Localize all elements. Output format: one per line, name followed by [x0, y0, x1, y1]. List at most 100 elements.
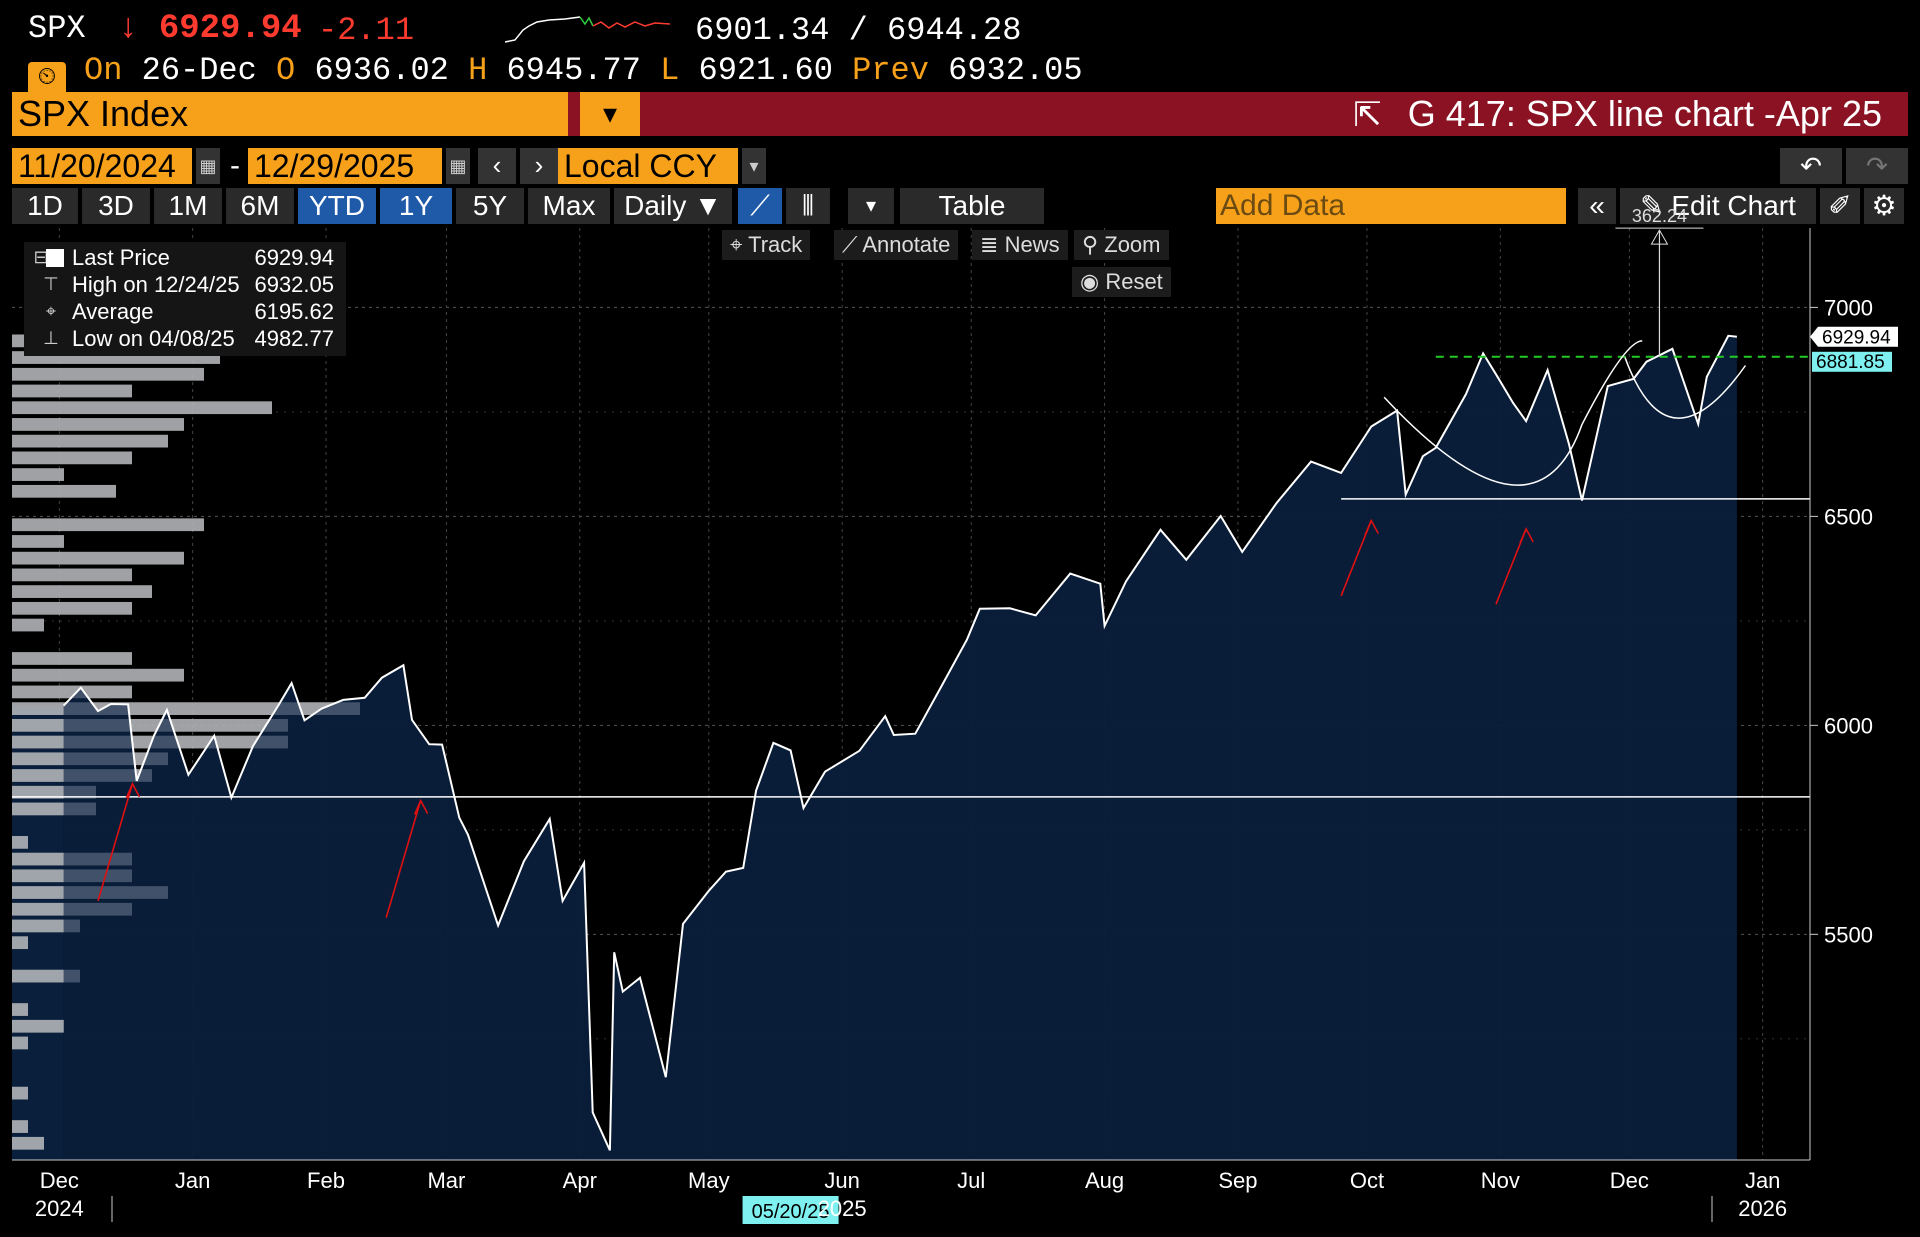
volume-profile-bar-overlay	[12, 869, 132, 883]
ticker-header: SPX ↓ 6929.94 -2.11 6901.34 / 6944.28 ⏲ O…	[0, 0, 1920, 96]
next-period-button[interactable]: ›	[520, 148, 558, 184]
reset-tool[interactable]: ◉ Reset	[1072, 267, 1171, 297]
legend-last-price[interactable]: ⊟ Last Price 6929.94	[24, 244, 346, 271]
volume-profile-bar-overlay	[12, 702, 360, 715]
cursor-date-label: 05/20/25	[752, 1201, 830, 1223]
legend-average: ⌖ Average 6195.62	[24, 298, 346, 325]
chevron-down-icon[interactable]: ▾	[742, 148, 766, 184]
period-6m[interactable]: 6M	[226, 188, 294, 224]
volume-profile-bar-overlay	[12, 618, 44, 632]
calendar-icon[interactable]: ▦	[196, 148, 220, 184]
period-ytd[interactable]: YTD	[298, 188, 376, 224]
volume-profile-bar-overlay	[12, 1086, 28, 1100]
security-menu-icon[interactable]: ▾	[580, 92, 640, 136]
calendar-icon[interactable]: ▦	[446, 148, 470, 184]
volume-profile-bar-overlay	[12, 451, 132, 465]
security-field[interactable]: SPX Index	[12, 92, 568, 136]
collapse-icon[interactable]: «	[1578, 188, 1616, 224]
volume-profile-bar	[12, 551, 184, 565]
volume-profile-bar	[12, 401, 272, 415]
period-3d[interactable]: 3D	[82, 188, 150, 224]
high-value: 6945.77	[506, 52, 641, 89]
gear-icon[interactable]: ⚙	[1864, 188, 1904, 224]
news-tool[interactable]: ≣ News	[972, 230, 1068, 260]
volume-profile-bar-overlay	[12, 585, 152, 598]
annotate-label: Annotate	[862, 232, 951, 257]
x-year-label: 2025	[818, 1196, 867, 1221]
pencil-icon: ⟋	[842, 232, 858, 257]
volume-profile-bar-overlay	[12, 484, 116, 498]
edit-chart-label: Edit Chart	[1671, 190, 1796, 221]
popout-icon[interactable]: ⇱	[1353, 96, 1382, 134]
volume-profile-bar	[12, 468, 64, 481]
x-tick-label: Aug	[1085, 1168, 1124, 1193]
period-5y[interactable]: 5Y	[456, 188, 524, 224]
track-tool[interactable]: ⌖ Track	[722, 230, 811, 260]
period-1m[interactable]: 1M	[154, 188, 222, 224]
measured-move-label: 362.24	[1632, 206, 1687, 226]
ohlc-row: ⏲ On 26-Dec O 6936.02 H 6945.77 L 6921.60…	[28, 52, 1083, 96]
zoom-tool[interactable]: ⚲ Zoom	[1074, 230, 1169, 260]
volume-profile-bar-overlay	[12, 752, 168, 766]
news-label: News	[1004, 232, 1060, 257]
volume-profile-bar	[12, 568, 132, 582]
volume-profile-bar-overlay	[12, 785, 96, 799]
bar-chart-icon[interactable]: ⫴	[786, 188, 830, 224]
legend-value: 6932.05	[254, 272, 334, 297]
handle-curve	[1624, 357, 1747, 419]
volume-profile-bar-overlay	[12, 601, 132, 615]
volume-profile-bar	[12, 1086, 28, 1100]
edit-chart-button[interactable]: ✎ Edit Chart	[1620, 188, 1816, 224]
volume-profile-bar	[12, 384, 132, 398]
period-max[interactable]: Max	[528, 188, 610, 224]
annotation-arrow	[385, 800, 422, 918]
annotate-edit-icon[interactable]: ✐	[1820, 188, 1860, 224]
price-line	[62, 334, 1738, 1151]
volume-profile-bar	[12, 601, 132, 615]
volume-profile-bar	[12, 1003, 28, 1016]
currency-select[interactable]: Local CCY	[558, 148, 738, 184]
volume-profile-bar-overlay	[12, 802, 96, 816]
volume-profile-bar-overlay	[12, 718, 288, 732]
volume-profile-bar-overlay	[12, 468, 64, 481]
start-date-field[interactable]: 11/20/2024	[12, 148, 192, 184]
last-price: ↓ 6929.94	[118, 10, 302, 48]
volume-profile-bar	[12, 535, 64, 548]
range-low: 6901.34	[695, 12, 830, 49]
volume-profile-bar	[12, 518, 204, 532]
redo-button[interactable]: ↷	[1846, 148, 1908, 184]
volume-profile-bar-overlay	[12, 535, 64, 548]
period-1d[interactable]: 1D	[12, 188, 78, 224]
prev-period-button[interactable]: ‹	[478, 148, 516, 184]
add-data-input[interactable]: Add Data	[1216, 188, 1566, 224]
volume-profile-bar	[12, 1036, 28, 1050]
down-arrow-icon: ↓	[118, 10, 139, 48]
last-price-tag	[1810, 326, 1898, 347]
volume-profile-bar-overlay	[12, 685, 132, 699]
legend-value: 6195.62	[254, 299, 334, 324]
zoom-label: Zoom	[1104, 232, 1161, 257]
volume-profile-bar	[12, 1019, 64, 1033]
legend-label: Last Price	[72, 245, 170, 270]
annotation-arrowhead	[1519, 527, 1534, 544]
x-tick-label: Oct	[1350, 1168, 1384, 1193]
pencil-icon: ✎	[1640, 190, 1664, 221]
prev-value: 6932.05	[948, 52, 1083, 89]
chart-annotations: 362.24 6929.94 6881.85 05/20/25	[12, 206, 1898, 1224]
period-1y[interactable]: 1Y	[380, 188, 452, 224]
volume-profile-bar-overlay	[12, 434, 168, 448]
table-button[interactable]: Table	[900, 188, 1044, 224]
frequency-select[interactable]: Daily ▼	[614, 188, 732, 224]
end-date-field[interactable]: 12/29/2025	[248, 148, 442, 184]
annotation-arrowhead	[125, 782, 141, 799]
undo-button[interactable]: ↶	[1780, 148, 1842, 184]
y-tick-label: 5500	[1824, 922, 1873, 947]
annotate-tool[interactable]: ⟋ Annotate	[834, 230, 959, 260]
reset-label: Reset	[1105, 269, 1163, 294]
collapse-icon[interactable]: ⊟	[33, 247, 49, 267]
line-chart-icon[interactable]: ⟋	[738, 188, 782, 224]
date-separator: -	[230, 149, 240, 182]
high-label: H	[468, 52, 488, 89]
chart-type-dropdown-icon[interactable]: ▾	[848, 188, 894, 224]
